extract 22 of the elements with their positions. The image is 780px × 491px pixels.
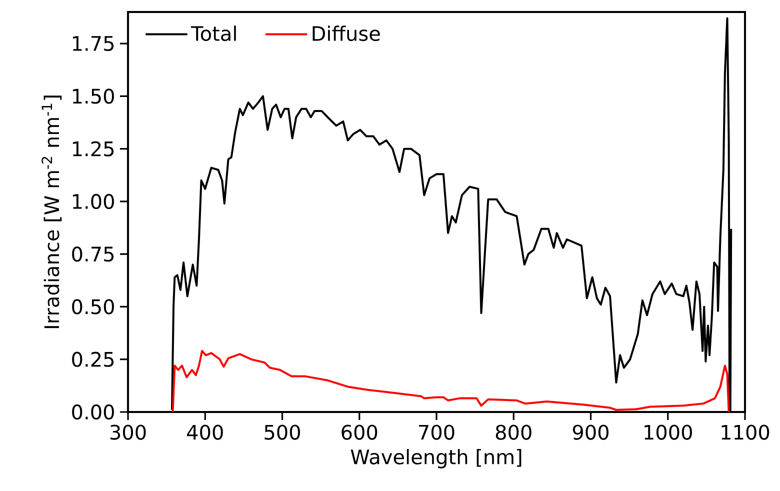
y-tick-label: 0.50 bbox=[72, 299, 114, 314]
x-tick-label: 600 bbox=[342, 424, 378, 440]
y-tick-label: 0.00 bbox=[72, 404, 114, 420]
y-tick-label: 0.25 bbox=[72, 352, 114, 367]
y-axis-title: Irradiance [W m$^{-2}$ nm$^{-1}$] bbox=[42, 96, 62, 328]
line-series bbox=[172, 350, 730, 413]
x-tick-label: 1100 bbox=[722, 424, 770, 440]
x-tick-label: 700 bbox=[419, 424, 454, 440]
x-axis-title: Wavelength [nm] bbox=[350, 448, 522, 468]
y-tick-label: 0.75 bbox=[72, 246, 114, 262]
x-tick-label: 300 bbox=[110, 424, 146, 440]
x-tick-label: 1000 bbox=[644, 424, 692, 440]
legend-label: Diffuse bbox=[312, 26, 380, 42]
y-tick-label: 1.75 bbox=[72, 36, 114, 52]
x-tick-label: 900 bbox=[572, 424, 608, 440]
y-tick-label: 1.25 bbox=[72, 141, 114, 156]
x-tick-label: 400 bbox=[187, 424, 223, 440]
y-tick-label: 1.50 bbox=[72, 88, 114, 104]
x-tick-label: 800 bbox=[496, 424, 532, 440]
legend-label: Total bbox=[190, 26, 236, 42]
y-tick-label: 1.00 bbox=[72, 194, 114, 210]
x-tick-label: 500 bbox=[264, 424, 300, 440]
